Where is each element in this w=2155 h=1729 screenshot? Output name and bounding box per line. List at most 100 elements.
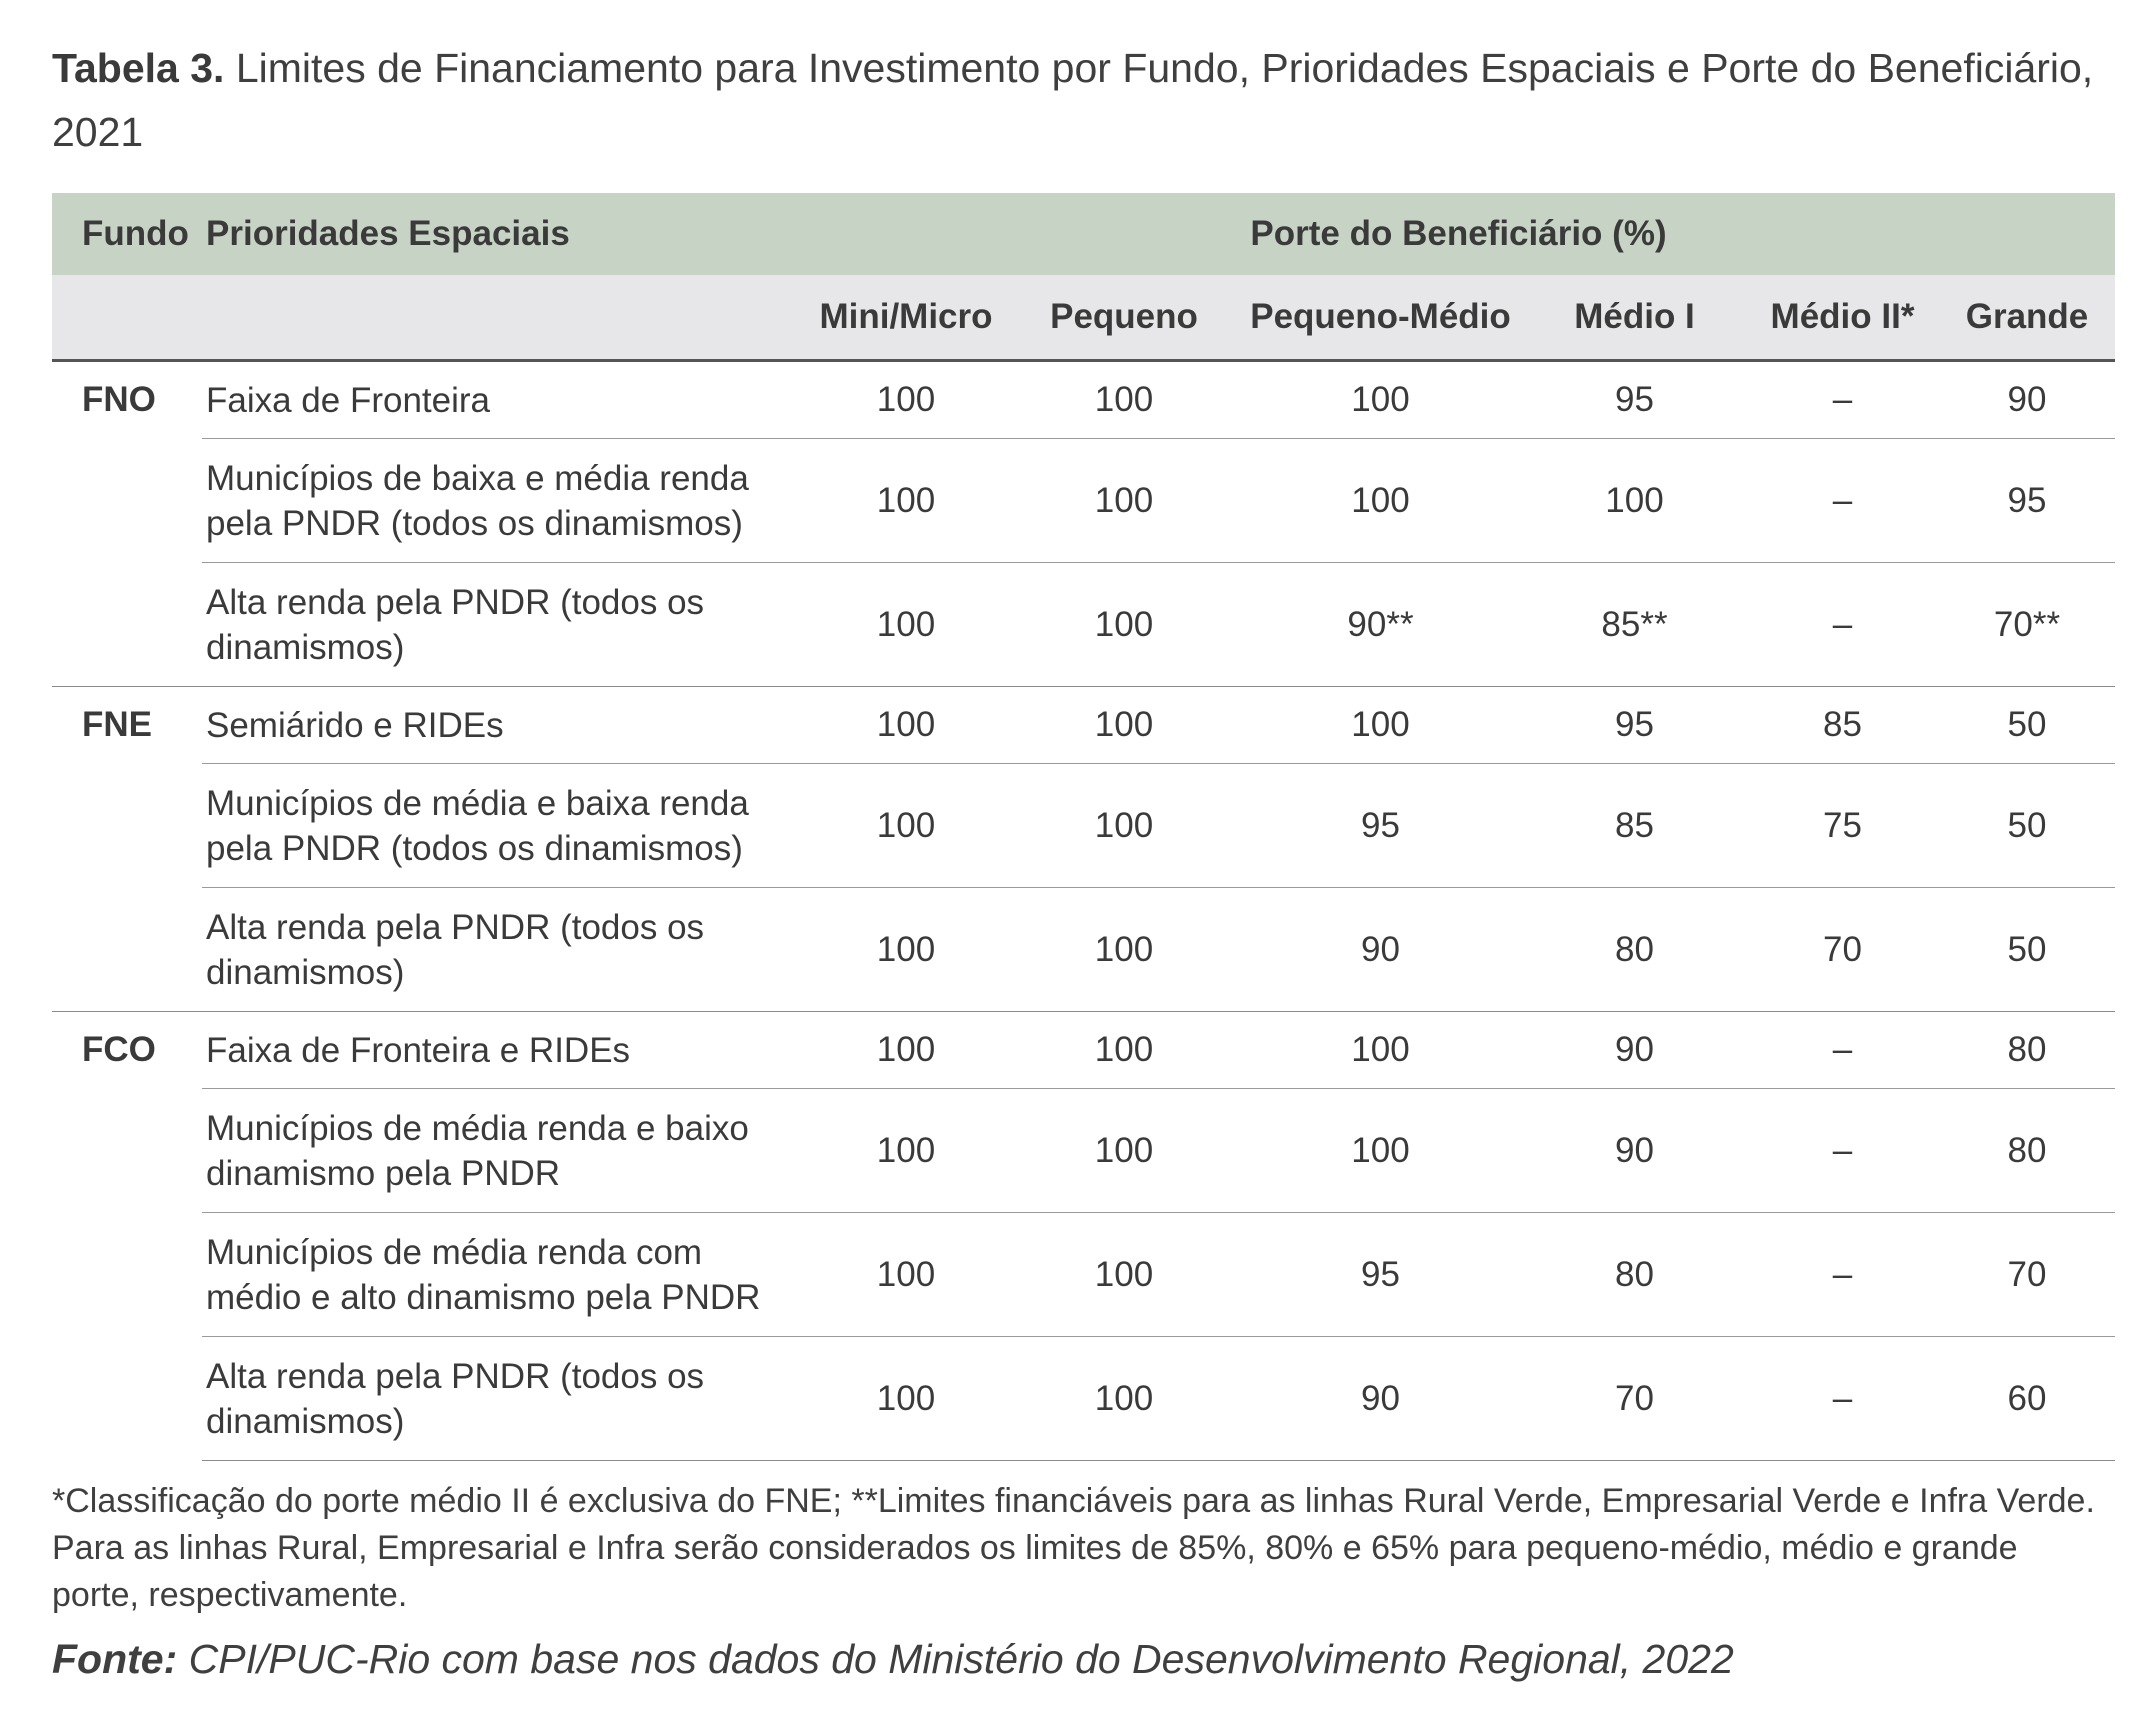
value-cell: 90	[2007, 380, 2047, 419]
value-cell: 70	[1746, 887, 1939, 1012]
value-cell: –	[1746, 1212, 1939, 1337]
value-cell: 50	[1939, 686, 2116, 764]
header-col-pequeno-medio: Pequeno-Médio	[1238, 275, 1523, 362]
value-cell: 100	[802, 1088, 1010, 1213]
value-cell: 100	[1094, 380, 1154, 419]
prioridade-cell: Alta renda pela PNDR (todos os dinamismo…	[202, 1336, 802, 1461]
value-cell: 80	[1523, 887, 1746, 1012]
value-cell: 95	[1238, 1212, 1523, 1337]
value-cell: 90	[1238, 887, 1523, 1012]
table-row: Alta renda pela PNDR (todos os dinamismo…	[52, 887, 2116, 1012]
prioridade-cell: Municípios de baixa e média renda pela P…	[202, 438, 802, 563]
value-cell: 100	[802, 1011, 1010, 1089]
value-cell: 100	[1238, 438, 1523, 563]
table-title: Tabela 3. Limites de Financiamento para …	[52, 36, 2112, 164]
value-cell: –	[1746, 562, 1939, 687]
table-row: Municípios de baixa e média renda pela P…	[52, 438, 2116, 563]
value-cell: 100	[1010, 763, 1238, 888]
value-cell: 100	[1351, 380, 1410, 419]
table-row: FNE Semiárido e RIDEs 100 100 100 95 85 …	[52, 686, 2116, 1012]
header-fundo: Fundo	[52, 193, 202, 275]
value-cell: 100	[802, 562, 1010, 687]
prioridade-cell: Semiárido e RIDEs	[202, 686, 802, 764]
value-cell: 80	[1523, 1212, 1746, 1337]
prioridade-cell: Faixa de Fronteira e RIDEs	[202, 1011, 802, 1089]
value-cell: –	[1746, 1336, 1939, 1461]
financing-limits-table: Fundo Prioridades Espaciais Porte do Ben…	[52, 193, 2116, 1461]
value-cell: 100	[802, 763, 1010, 888]
value-cell: 95	[1615, 380, 1654, 419]
header-porte: Porte do Beneficiário (%)	[802, 193, 2116, 275]
value-cell: 95	[1939, 438, 2116, 563]
value-cell: 100	[802, 1336, 1010, 1461]
header-col-medio-i: Médio I	[1523, 275, 1746, 362]
table-title-text: Limites de Financiamento para Investimen…	[52, 45, 2094, 155]
value-cell: 100	[1238, 1011, 1523, 1089]
value-cell: –	[1832, 380, 1853, 419]
table-row: Municípios de média renda com médio e al…	[52, 1212, 2116, 1337]
value-cell: 70	[1939, 1212, 2116, 1337]
header-col-medio-ii: Médio II*	[1746, 275, 1939, 362]
value-cell: 100	[802, 686, 1010, 764]
table-footnote: *Classificação do porte médio II é exclu…	[52, 1482, 2095, 1614]
header-row-main: Fundo Prioridades Espaciais Porte do Ben…	[52, 193, 2116, 275]
source-label: Fonte:	[52, 1636, 178, 1682]
value-cell: –	[1746, 1011, 1939, 1089]
value-cell: 100	[1010, 686, 1238, 764]
value-cell: 100	[1010, 887, 1238, 1012]
value-cell: 100	[802, 887, 1010, 1012]
value-cell: 90	[1523, 1011, 1746, 1089]
table-row: Alta renda pela PNDR (todos os dinamismo…	[52, 1336, 2116, 1461]
prioridade-cell: Alta renda pela PNDR (todos os dinamismo…	[202, 887, 802, 1012]
value-cell: –	[1746, 1088, 1939, 1213]
value-cell: 70	[1523, 1336, 1746, 1461]
table-source: Fonte: CPI/PUC-Rio com base nos dados do…	[52, 1636, 2112, 1683]
value-cell: 70**	[1939, 562, 2116, 687]
prioridade-cell: Municípios de média renda com médio e al…	[202, 1212, 802, 1337]
header-empty-1	[52, 275, 202, 362]
table-row: Municípios de média renda e baixo dinami…	[52, 1088, 2116, 1213]
table-row: Municípios de média e baixa renda pela P…	[52, 763, 2116, 888]
value-cell: 90	[1523, 1088, 1746, 1213]
header-col-grande: Grande	[1939, 275, 2116, 362]
value-cell: 50	[1939, 887, 2116, 1012]
value-cell: 100	[1238, 1088, 1523, 1213]
prioridade-cell: Municípios de média renda e baixo dinami…	[202, 1088, 802, 1213]
value-cell: 85	[1523, 763, 1746, 888]
value-cell: –	[1746, 438, 1939, 563]
table-title-label: Tabela 3.	[52, 45, 225, 91]
header-row-sizes: Mini/Micro Pequeno Pequeno-Médio Médio I…	[52, 275, 2116, 362]
value-cell: 100	[1523, 438, 1746, 563]
table-row: Alta renda pela PNDR (todos os dinamismo…	[52, 562, 2116, 687]
value-cell: 50	[1939, 763, 2116, 888]
fundo-cell: FNE	[52, 686, 202, 1012]
value-cell: 100	[1010, 562, 1238, 687]
table-row: FNO Faixa de Fronteira 100 100 100 95 – …	[52, 361, 2115, 439]
value-cell: 100	[802, 1212, 1010, 1337]
value-cell: 95	[1238, 763, 1523, 888]
source-text: CPI/PUC-Rio com base nos dados do Minist…	[177, 1636, 1734, 1682]
header-col-pequeno: Pequeno	[1010, 275, 1238, 362]
header-prioridades: Prioridades Espaciais	[202, 193, 802, 275]
prioridade-cell: Alta renda pela PNDR (todos os dinamismo…	[202, 562, 802, 687]
value-cell: 100	[1010, 1011, 1238, 1089]
prioridade-cell: Faixa de Fronteira	[206, 380, 491, 420]
value-cell: 85**	[1523, 562, 1746, 687]
value-cell: 100	[802, 438, 1010, 563]
value-cell: 80	[1939, 1088, 2116, 1213]
value-cell: 80	[1939, 1011, 2116, 1089]
fundo-cell: FNO	[82, 380, 156, 419]
value-cell: 100	[876, 380, 936, 419]
value-cell: 100	[1238, 686, 1523, 764]
header-empty-2	[202, 275, 802, 362]
value-cell: 60	[1939, 1336, 2116, 1461]
value-cell: 100	[1010, 1212, 1238, 1337]
value-cell: 90	[1238, 1336, 1523, 1461]
value-cell: 85	[1746, 686, 1939, 764]
value-cell: 75	[1746, 763, 1939, 888]
value-cell: 100	[1010, 1336, 1238, 1461]
value-cell: 95	[1523, 686, 1746, 764]
value-cell: 90**	[1238, 562, 1523, 687]
table-row: FCO Faixa de Fronteira e RIDEs 100 100 1…	[52, 1011, 2116, 1461]
value-cell: 100	[1010, 438, 1238, 563]
